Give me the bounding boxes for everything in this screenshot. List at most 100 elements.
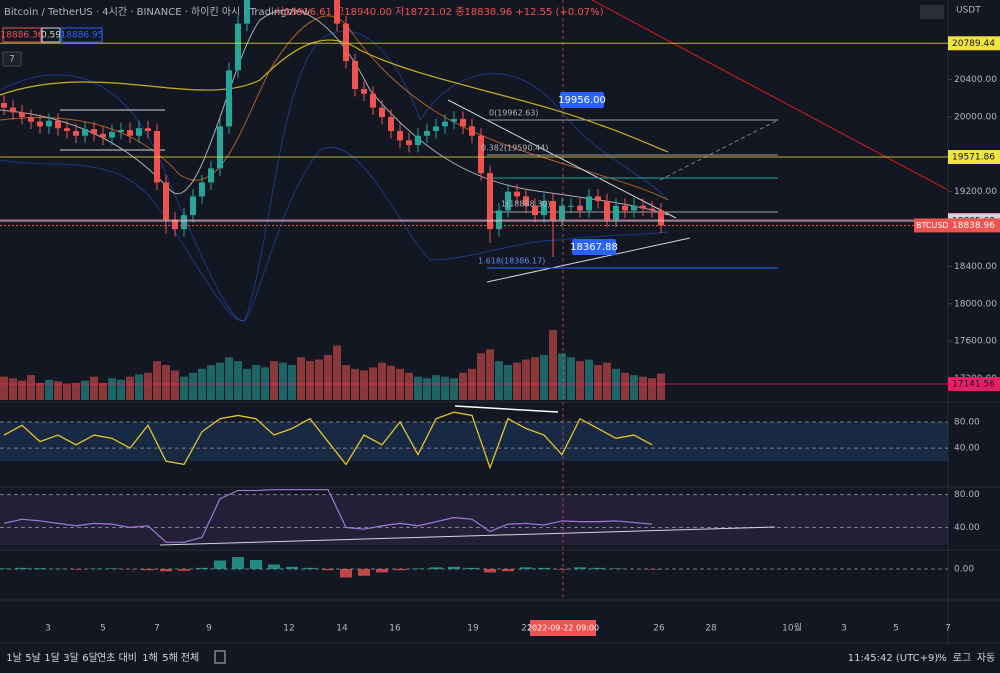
unit-label: USDT xyxy=(956,6,981,16)
x-tick-label: 5 xyxy=(893,624,899,634)
crosshair-label: 2022-09-22 09:00 xyxy=(527,624,599,633)
volume-bar xyxy=(450,378,458,400)
macd-bar xyxy=(646,569,658,570)
volume-bar xyxy=(9,378,17,400)
range-button[interactable]: 1해 xyxy=(142,651,158,664)
candle-body xyxy=(595,196,601,202)
volume-bar xyxy=(27,375,35,400)
candle-body xyxy=(208,168,214,183)
percent-toggle[interactable]: % xyxy=(937,653,947,664)
volume-bar xyxy=(558,353,566,400)
header-box-value: 18886.36 xyxy=(1,31,44,41)
toolbar: 1날 5날 1달 3달 6달 연초 대비 1해 5해 전체 11:45:42 (UTC+9)% 로그… xyxy=(6,651,995,664)
volume-bar xyxy=(252,365,260,400)
volume-bar xyxy=(540,354,548,400)
macd-bar xyxy=(340,569,352,578)
symbol-box xyxy=(914,218,948,233)
candle-body xyxy=(109,131,115,138)
candle-body xyxy=(649,208,655,211)
volume-bar xyxy=(585,359,593,400)
macd-bar xyxy=(610,568,622,569)
volume-bar xyxy=(153,361,161,400)
stoch-line xyxy=(3,411,653,470)
callout-box xyxy=(572,239,616,255)
candle-body xyxy=(343,23,349,61)
range-button[interactable]: 3달 xyxy=(63,652,79,664)
y-tick-label: 18400.00 xyxy=(954,262,997,272)
x-tick-label: 10월 xyxy=(782,622,802,634)
settings-button[interactable] xyxy=(920,5,944,19)
volume-bar xyxy=(522,359,530,400)
candle-body xyxy=(442,121,448,127)
candle-body xyxy=(424,131,430,136)
volume-bar xyxy=(315,359,323,400)
projection xyxy=(659,119,779,181)
volume-bar xyxy=(342,365,350,400)
volume-bar xyxy=(189,372,197,400)
x-tick-label: 3 xyxy=(841,624,847,634)
header-box xyxy=(41,27,61,43)
macd-bar xyxy=(520,567,532,569)
last-price-label: 18838.96 xyxy=(952,221,995,231)
macd-bar xyxy=(538,567,550,569)
volume-bar xyxy=(549,330,557,400)
date-range-icon[interactable] xyxy=(214,650,226,664)
x-tick-label: 19 xyxy=(467,624,479,634)
macd-bar xyxy=(502,569,514,572)
indicator-toggle[interactable] xyxy=(2,51,22,67)
volume-bar xyxy=(639,376,647,400)
volume-bar xyxy=(0,376,8,400)
osc-tick-label: 80.00 xyxy=(954,417,980,427)
candle-body xyxy=(181,215,187,230)
candle-body xyxy=(379,107,385,118)
macd-bar xyxy=(178,569,190,571)
volume-bar xyxy=(405,372,413,400)
range-button[interactable]: 6달 xyxy=(82,652,98,664)
range-button[interactable]: 전체 xyxy=(181,652,199,664)
range-button[interactable]: 5해 xyxy=(162,651,178,664)
candle-body xyxy=(1,103,7,108)
candle-body xyxy=(550,201,556,220)
indicator-count: 7 xyxy=(9,55,15,65)
volume-bar xyxy=(567,357,575,400)
candle-body xyxy=(406,140,412,146)
candle-body xyxy=(172,219,178,230)
macd-bar xyxy=(412,568,424,569)
macd-bar xyxy=(574,567,586,569)
volume-bar xyxy=(576,361,584,400)
range-button[interactable]: 1날 xyxy=(6,652,22,664)
candle-body xyxy=(478,135,484,174)
range-button[interactable]: 연초 대비 xyxy=(97,652,137,664)
candle-body xyxy=(397,131,403,141)
x-tick-label: 12 xyxy=(283,624,294,634)
fib-label: 1(18888.30) xyxy=(501,200,551,209)
x-tick-label: 7 xyxy=(154,624,160,634)
candle-body xyxy=(163,182,169,220)
volume-bar xyxy=(54,381,62,400)
auto-toggle[interactable]: 자동 xyxy=(977,652,995,664)
candle-body xyxy=(415,135,421,146)
candle-body xyxy=(136,128,142,136)
macd-bar xyxy=(250,559,262,569)
macd-bar xyxy=(304,567,316,569)
range-button[interactable]: 5날 xyxy=(25,652,41,664)
triangle-lower xyxy=(486,237,691,283)
candle-body xyxy=(82,129,88,136)
log-toggle[interactable]: 로그 xyxy=(953,653,971,664)
volume-bar xyxy=(477,353,485,400)
macd-bar xyxy=(106,568,118,569)
volume-bar xyxy=(486,349,494,400)
candle-body xyxy=(127,130,133,136)
x-tick-label: 7 xyxy=(945,624,951,634)
candle-body xyxy=(658,210,664,226)
volume-bar xyxy=(414,376,422,400)
stoch-divergence xyxy=(454,405,559,413)
volume-bar xyxy=(324,354,332,400)
price-level-box xyxy=(948,376,1000,391)
candle-body xyxy=(487,173,493,230)
range-button[interactable]: 1달 xyxy=(44,652,60,664)
header-box xyxy=(2,27,42,43)
x-tick-label: 28 xyxy=(705,624,717,634)
